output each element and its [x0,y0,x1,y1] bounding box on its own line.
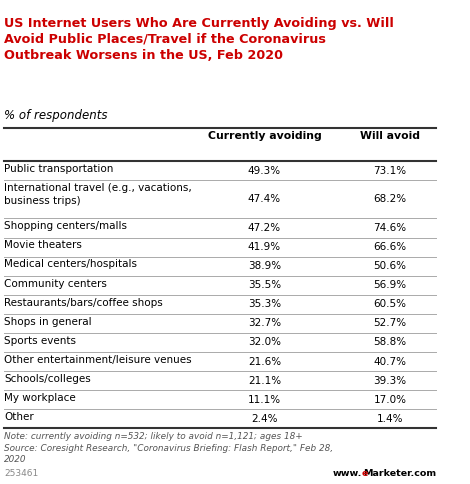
Text: US Internet Users Who Are Currently Avoiding vs. Will
Avoid Public Places/Travel: US Internet Users Who Are Currently Avoi… [4,17,394,62]
Text: 21.1%: 21.1% [248,376,281,386]
Text: 50.6%: 50.6% [374,261,407,271]
Text: 56.9%: 56.9% [374,280,407,290]
Text: Public transportation: Public transportation [4,164,114,174]
Text: Medical centers/hospitals: Medical centers/hospitals [4,259,137,270]
Text: 32.0%: 32.0% [248,337,281,348]
Text: 73.1%: 73.1% [374,166,407,176]
Text: Note: currently avoiding n=532; likely to avoid n=1,121; ages 18+
Source: Coresi: Note: currently avoiding n=532; likely t… [4,432,334,464]
Text: 58.8%: 58.8% [374,337,407,348]
Text: Schools/colleges: Schools/colleges [4,374,91,384]
Text: e: e [361,469,368,478]
Text: 11.1%: 11.1% [248,395,281,405]
Text: 40.7%: 40.7% [374,357,407,366]
Text: Other entertainment/leisure venues: Other entertainment/leisure venues [4,355,192,365]
Text: 38.9%: 38.9% [248,261,281,271]
Text: Community centers: Community centers [4,279,107,288]
Text: 52.7%: 52.7% [374,318,407,328]
Text: Other: Other [4,412,34,422]
Text: Movie theaters: Movie theaters [4,241,82,250]
Text: 35.5%: 35.5% [248,280,281,290]
Text: 68.2%: 68.2% [374,195,407,204]
Text: Shops in general: Shops in general [4,317,92,327]
Text: 2.4%: 2.4% [251,414,278,424]
Text: 39.3%: 39.3% [374,376,407,386]
Text: 17.0%: 17.0% [374,395,407,405]
Text: 253461: 253461 [4,469,39,478]
Text: 35.3%: 35.3% [248,299,281,309]
Text: % of respondents: % of respondents [4,109,108,122]
Text: International travel (e.g., vacations,
business trips): International travel (e.g., vacations, b… [4,183,192,206]
Text: 21.6%: 21.6% [248,357,281,366]
Text: 60.5%: 60.5% [374,299,407,309]
Text: Sports events: Sports events [4,336,77,346]
Text: Marketer.com: Marketer.com [363,469,436,478]
Text: Restaurants/bars/coffee shops: Restaurants/bars/coffee shops [4,298,163,308]
Text: 49.3%: 49.3% [248,166,281,176]
Text: Shopping centers/malls: Shopping centers/malls [4,221,127,231]
Text: www.: www. [332,469,362,478]
Text: 41.9%: 41.9% [248,242,281,252]
Text: 1.4%: 1.4% [377,414,403,424]
Text: 32.7%: 32.7% [248,318,281,328]
Text: 66.6%: 66.6% [374,242,407,252]
Text: 47.2%: 47.2% [248,223,281,233]
Text: My workplace: My workplace [4,393,76,403]
Text: 47.4%: 47.4% [248,195,281,204]
Text: 74.6%: 74.6% [374,223,407,233]
Text: Currently avoiding: Currently avoiding [208,131,321,141]
Text: Will avoid: Will avoid [360,131,420,141]
